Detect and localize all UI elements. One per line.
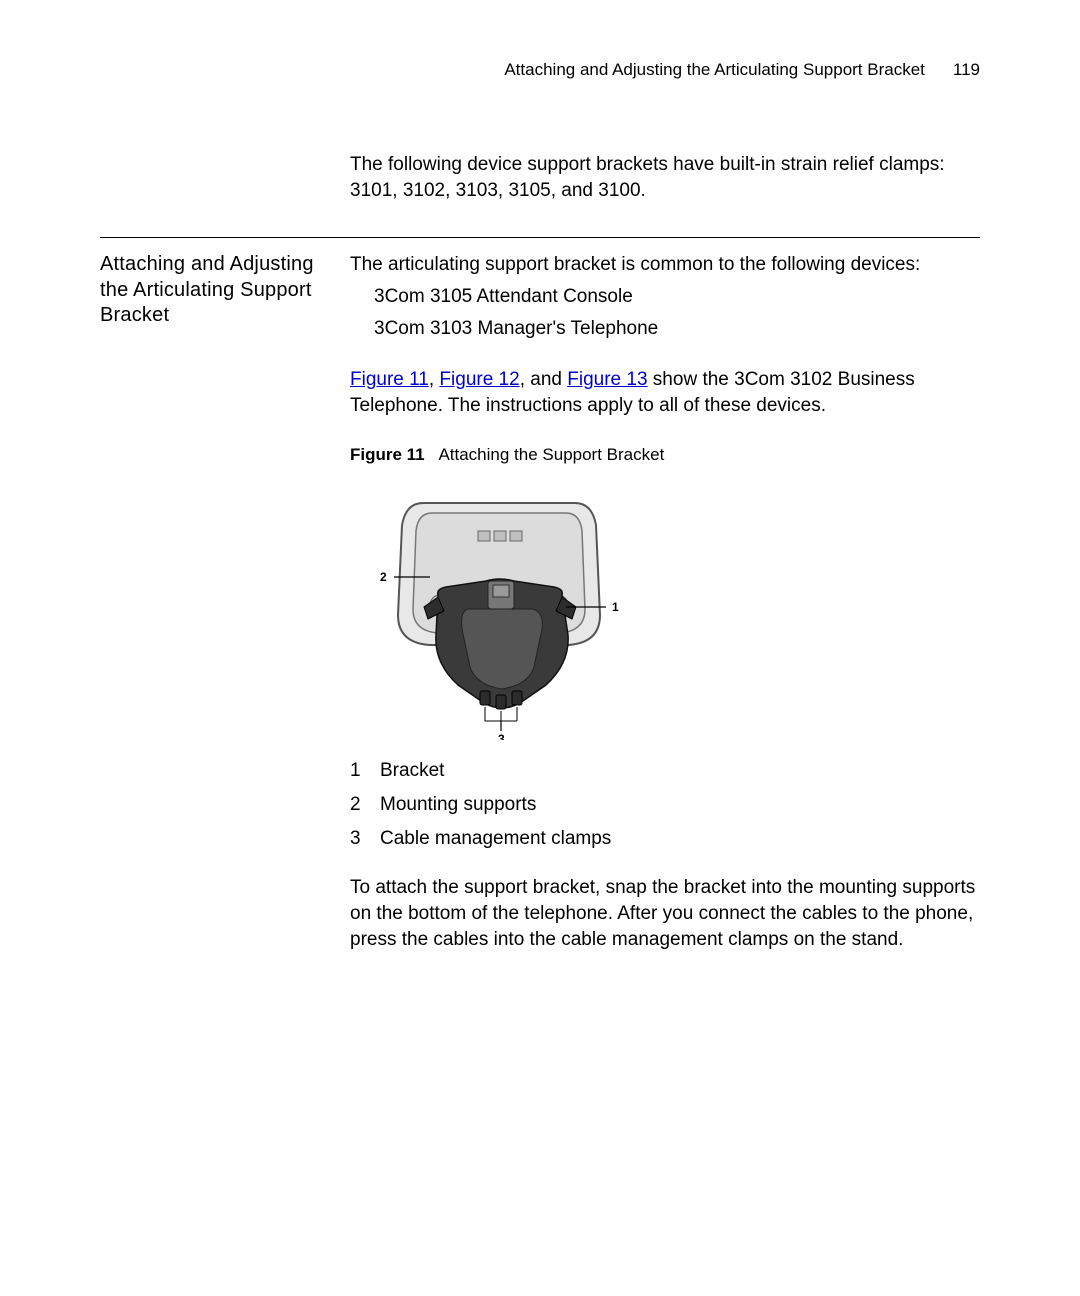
legend-text: Mounting supports (380, 792, 536, 818)
legend-text: Cable management clamps (380, 826, 611, 852)
side-heading: Attaching and Adjusting the Articulating… (100, 252, 318, 958)
callout-2: 2 (380, 570, 387, 584)
page: Attaching and Adjusting the Articulating… (0, 0, 1080, 1018)
legend-row: 3 Cable management clamps (350, 826, 980, 852)
bracket-illustration-icon: 1 2 3 (368, 485, 638, 740)
callout-3: 3 (498, 732, 505, 740)
figure-label: Figure 11 (350, 445, 425, 464)
legend-text: Bracket (380, 758, 444, 784)
lead-sentence: The articulating support bracket is comm… (350, 252, 980, 278)
figure-link[interactable]: Figure 13 (567, 369, 647, 390)
legend-number: 2 (350, 792, 366, 818)
figure-illustration: 1 2 3 (368, 485, 980, 740)
section-two-column: Attaching and Adjusting the Articulating… (100, 252, 980, 958)
section-rule (100, 237, 980, 238)
figure-caption-text: Attaching the Support Bracket (438, 445, 664, 464)
text-sep: , and (520, 369, 568, 390)
legend-number: 3 (350, 826, 366, 852)
header-page-number: 119 (953, 60, 980, 80)
intro-paragraph: The following device support brackets ha… (350, 152, 980, 203)
figure-caption: Figure 11 Attaching the Support Bracket (350, 444, 980, 467)
legend-row: 1 Bracket (350, 758, 980, 784)
figure-link[interactable]: Figure 11 (350, 369, 429, 390)
legend-number: 1 (350, 758, 366, 784)
device-item: 3Com 3103 Manager's Telephone (374, 316, 980, 342)
callout-1: 1 (612, 600, 619, 614)
header-title: Attaching and Adjusting the Articulating… (504, 60, 925, 80)
main-column: The articulating support bracket is comm… (350, 252, 980, 958)
text-sep: , (429, 369, 440, 390)
legend-row: 2 Mounting supports (350, 792, 980, 818)
instructions-paragraph: To attach the support bracket, snap the … (350, 875, 980, 952)
figure-link[interactable]: Figure 12 (439, 369, 519, 390)
figure-reference-paragraph: Figure 11, Figure 12, and Figure 13 show… (350, 367, 980, 418)
running-header: Attaching and Adjusting the Articulating… (100, 60, 980, 80)
device-item: 3Com 3105 Attendant Console (374, 284, 980, 310)
